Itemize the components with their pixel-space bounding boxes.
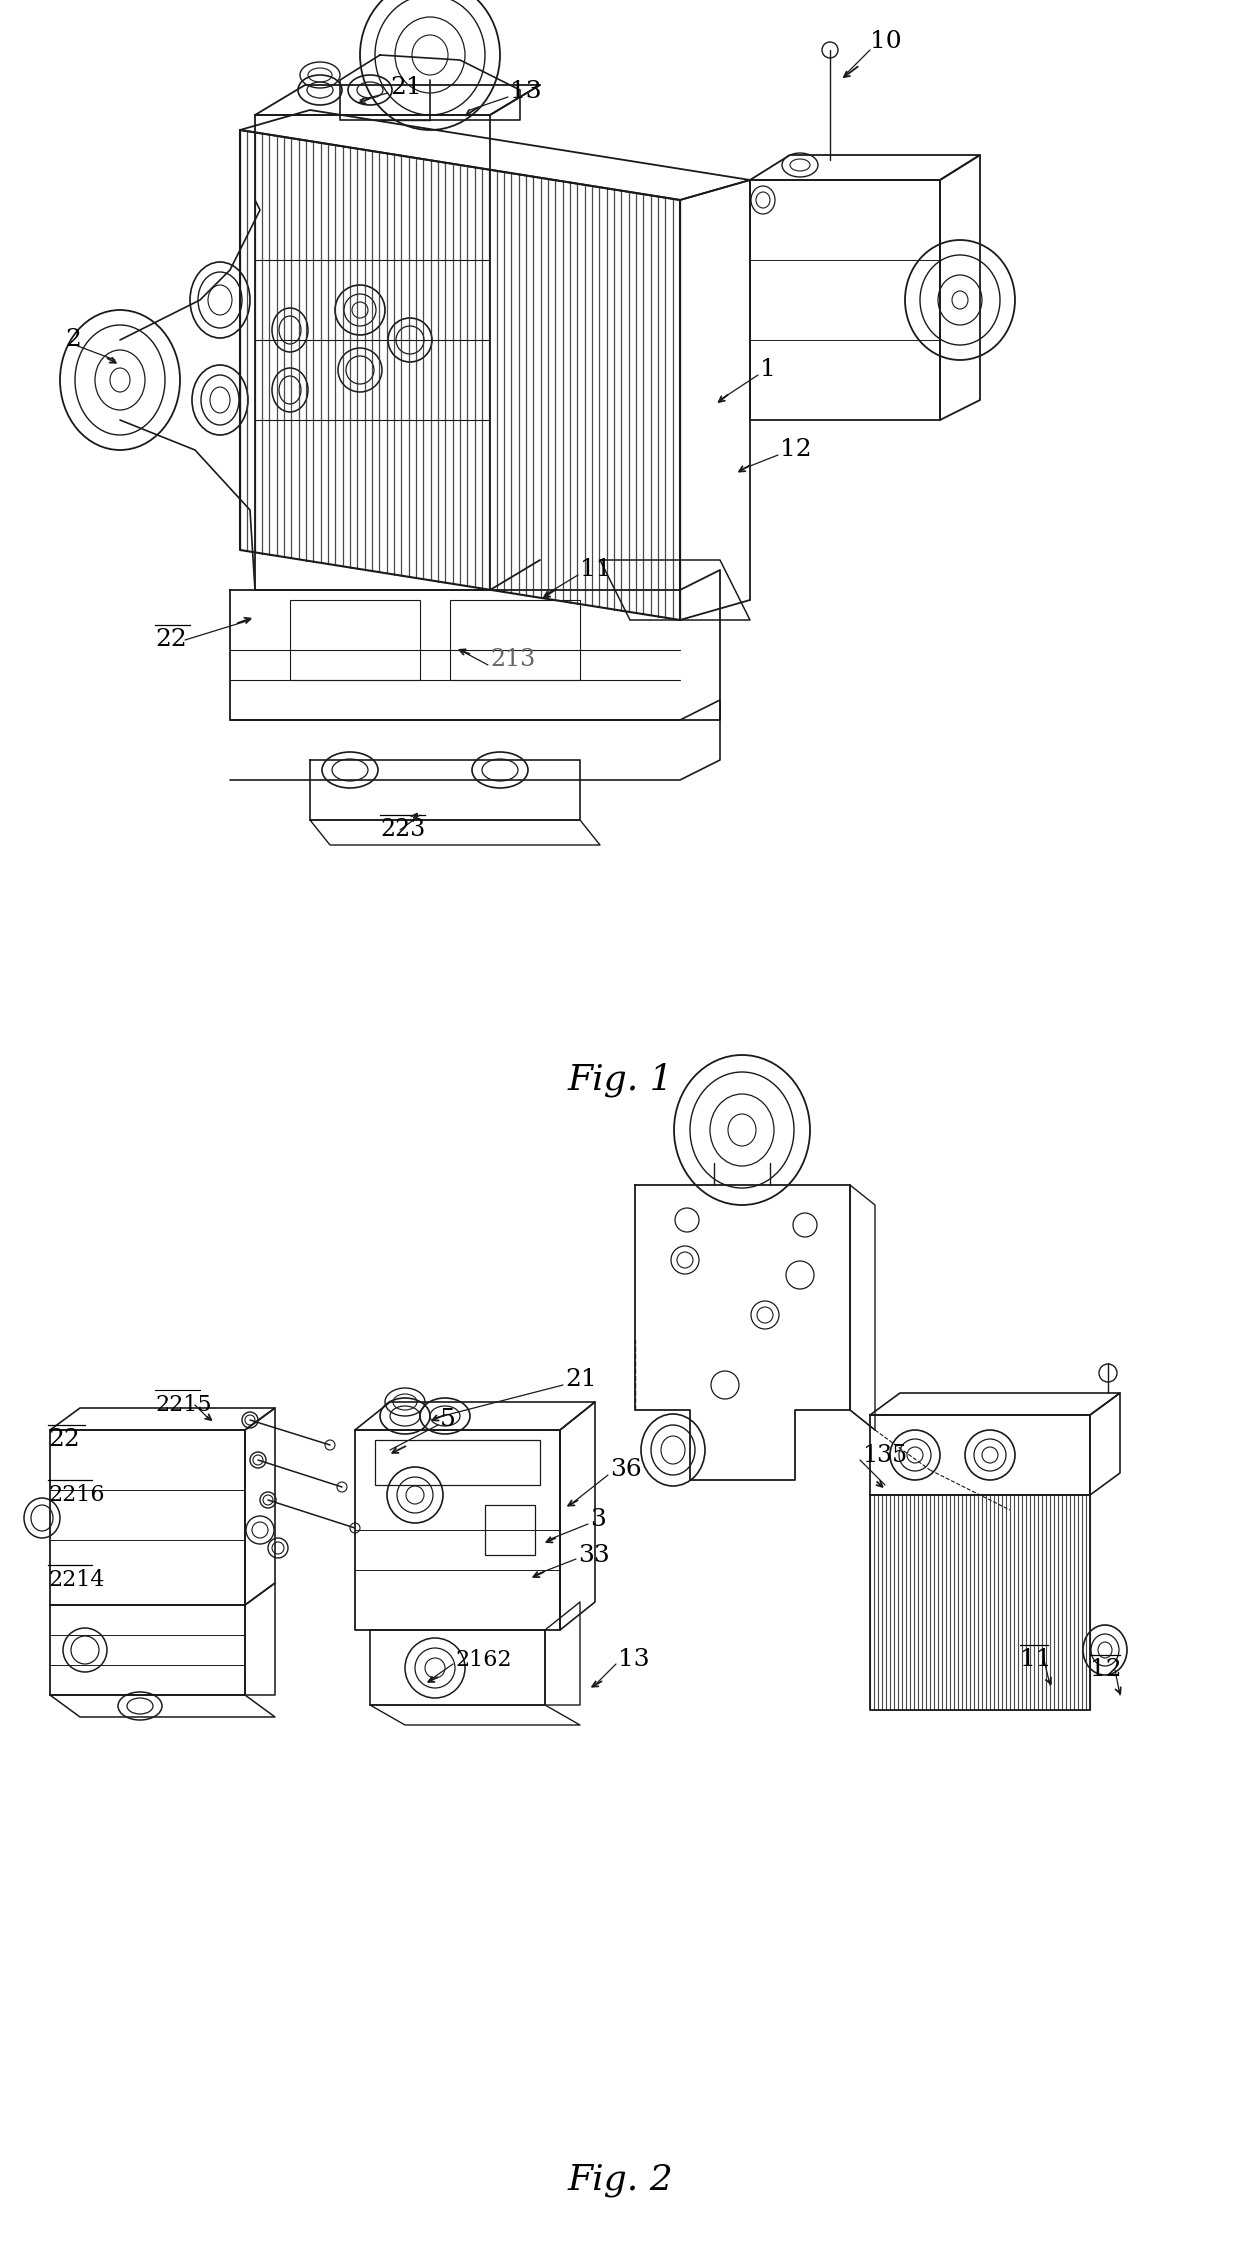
Text: 1: 1: [760, 359, 776, 381]
Text: 2: 2: [64, 330, 81, 352]
Text: Fig. 2: Fig. 2: [567, 2162, 673, 2196]
Bar: [485, 1505, 534, 1555]
Text: 33: 33: [578, 1544, 610, 1566]
Text: 2216: 2216: [48, 1485, 104, 1505]
Text: 11: 11: [580, 557, 611, 582]
Bar: [290, 600, 420, 679]
Text: 12: 12: [1090, 1659, 1122, 1681]
Text: 21: 21: [391, 77, 422, 99]
Text: 2215: 2215: [155, 1395, 212, 1415]
Text: 21: 21: [565, 1368, 596, 1393]
Text: 13: 13: [510, 81, 542, 104]
Text: 10: 10: [870, 32, 901, 54]
Text: 22: 22: [48, 1429, 79, 1451]
Bar: [450, 600, 580, 679]
Text: 135: 135: [862, 1444, 908, 1467]
Text: 2162: 2162: [455, 1650, 511, 1670]
Text: 3: 3: [590, 1508, 606, 1533]
Text: 12: 12: [780, 438, 812, 460]
Text: 22: 22: [155, 627, 187, 652]
Text: Fig. 1: Fig. 1: [567, 1063, 673, 1097]
Text: 5: 5: [440, 1408, 456, 1431]
Text: 11: 11: [1021, 1648, 1052, 1672]
Text: 36: 36: [610, 1458, 642, 1481]
Bar: [374, 1440, 539, 1485]
Text: 223: 223: [379, 819, 425, 842]
Text: 213: 213: [490, 648, 536, 673]
Text: 2214: 2214: [48, 1569, 104, 1591]
Text: 13: 13: [618, 1648, 650, 1672]
